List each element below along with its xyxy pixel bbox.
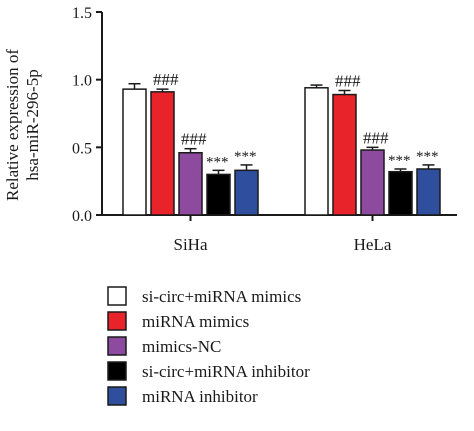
legend-label: si-circ+miRNA inhibitor <box>142 362 310 381</box>
y-tick-label: 1.0 <box>72 73 92 90</box>
x-tick-label: HeLa <box>354 235 392 254</box>
y-tick-label: 0.5 <box>72 140 92 157</box>
bar <box>122 88 147 216</box>
legend-swatch <box>107 361 127 381</box>
legend-swatch <box>107 336 127 356</box>
bar <box>388 170 413 216</box>
bar <box>360 149 385 216</box>
bar <box>416 168 441 216</box>
legend-label: miRNA mimics <box>142 312 249 331</box>
significance-label: *** <box>234 149 257 165</box>
significance-label: *** <box>388 153 411 169</box>
bar <box>150 91 175 216</box>
significance-label: ### <box>153 70 179 89</box>
y-tick-label: 0.0 <box>72 208 92 225</box>
significance-label: ### <box>181 130 207 149</box>
significance-label: ### <box>363 128 389 147</box>
legend-label: si-circ+miRNA mimics <box>142 287 301 306</box>
significance-label: *** <box>206 154 229 170</box>
significance-label: ### <box>335 71 361 90</box>
significance-label: *** <box>416 149 439 165</box>
y-ticks: 0.0 0.5 1.0 1.5 <box>72 5 102 225</box>
y-axis-label-line-1: Relative expression of <box>3 49 22 201</box>
x-tick-labels: SiHa HeLa <box>174 215 392 254</box>
y-axis-label: Relative expression of hsa-miR-296-5p <box>3 49 42 201</box>
bar <box>332 93 357 216</box>
bar <box>206 173 231 216</box>
legend-label: mimics-NC <box>142 337 221 356</box>
bar <box>178 151 203 216</box>
legend-swatch <box>107 386 127 406</box>
x-tick-label: SiHa <box>174 235 208 254</box>
bar <box>304 87 329 216</box>
y-tick-label: 1.5 <box>72 5 92 22</box>
legend-swatch <box>107 286 127 306</box>
y-axis-label-line-2: hsa-miR-296-5p <box>23 69 42 180</box>
legend: si-circ+miRNA mimics miRNA mimics mimics-N… <box>107 286 310 406</box>
legend-label: miRNA inhibitor <box>142 387 258 406</box>
legend-swatch <box>107 311 127 331</box>
bar <box>234 169 259 216</box>
bars: ### ### *** *** ### ### *** *** <box>122 70 441 216</box>
